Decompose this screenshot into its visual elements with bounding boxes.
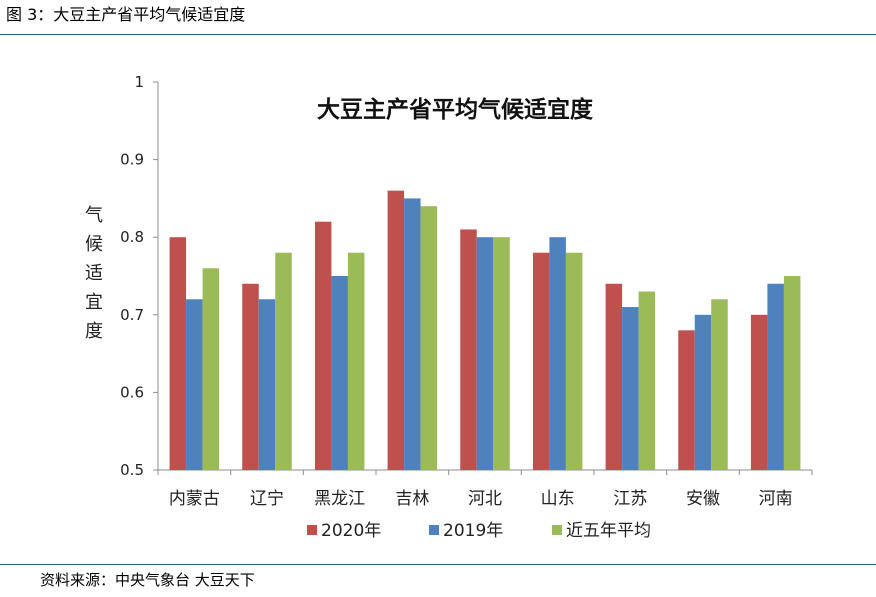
bar	[275, 252, 292, 470]
source-divider	[0, 564, 876, 565]
bar	[711, 299, 728, 470]
y-axis-label-char: 气	[85, 205, 103, 226]
x-tick-label: 辽宁	[250, 489, 284, 509]
bar	[404, 198, 421, 470]
bar	[605, 283, 623, 470]
y-tick-label: 0.6	[120, 383, 144, 401]
bar	[532, 252, 550, 470]
figure-caption: 图 3：大豆主产省平均气候适宜度	[6, 5, 246, 24]
y-axis-label-char: 度	[85, 321, 103, 342]
legend-swatch	[552, 525, 562, 535]
x-tick-label: 河北	[468, 489, 502, 509]
bar	[186, 299, 203, 470]
x-tick-label: 江苏	[613, 489, 647, 509]
bar	[169, 237, 187, 470]
bar	[493, 237, 510, 470]
legend-label: 近五年平均	[566, 521, 651, 541]
y-tick-label: 0.8	[120, 228, 144, 246]
legend-swatch	[429, 525, 439, 535]
bar	[387, 190, 405, 470]
bar	[347, 252, 365, 470]
caption-divider	[0, 34, 876, 35]
legend-label: 2019年	[443, 521, 503, 541]
bar	[420, 206, 438, 470]
bar	[549, 237, 566, 470]
bar	[622, 307, 639, 470]
bar	[258, 299, 276, 470]
bar	[767, 283, 784, 470]
bar	[565, 252, 583, 470]
bar	[331, 276, 348, 470]
x-tick-label: 山东	[541, 489, 575, 509]
bar	[638, 291, 656, 470]
bar	[242, 283, 259, 470]
y-axis-label-char: 适	[85, 263, 103, 284]
bar	[202, 268, 220, 470]
y-axis-label-char: 宜	[85, 292, 103, 313]
y-axis-label-char: 候	[85, 234, 103, 255]
bar	[460, 229, 477, 470]
x-tick-label: 河南	[759, 489, 793, 509]
bar-chart: 大豆主产省平均气候适宜度 气候适宜度 0.5 0.6 0.7 0.8 0.9 1 内蒙古 辽宁 黑…	[85, 73, 813, 541]
y-tick-label: 1	[134, 73, 144, 91]
legend-swatch	[307, 525, 317, 535]
source-note: 资料来源：中央气象台 大豆天下	[40, 571, 255, 589]
y-tick-label: 0.9	[120, 151, 144, 169]
y-tick-label: 0.5	[120, 461, 144, 479]
chart-title: 大豆主产省平均气候适宜度	[317, 96, 594, 123]
bar	[314, 221, 332, 470]
x-tick-label: 黑龙江	[314, 489, 365, 509]
bar	[476, 237, 494, 470]
bar	[783, 276, 801, 470]
y-axis-label: 气候适宜度	[85, 205, 103, 342]
x-tick-label: 安徽	[686, 489, 720, 509]
x-tick-label: 吉林	[395, 489, 429, 509]
bar	[678, 330, 695, 470]
x-tick-label: 内蒙古	[169, 489, 220, 509]
y-tick-label: 0.7	[120, 306, 144, 324]
legend-label: 2020年	[321, 521, 381, 541]
bar	[694, 314, 712, 470]
bar	[750, 314, 768, 470]
